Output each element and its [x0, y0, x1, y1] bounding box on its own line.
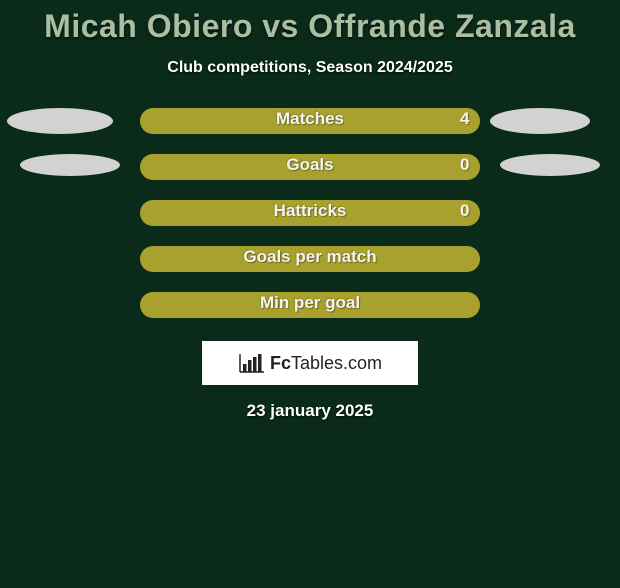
- stats-container: Matches 4 Goals 0 Hattricks 0 Goals per match M…: [0, 105, 620, 335]
- logo-text: FcTables.com: [270, 353, 382, 374]
- stat-row: Goals per match: [0, 243, 620, 289]
- avatar-blob: [490, 108, 590, 134]
- stat-label: Goals: [286, 155, 333, 175]
- stat-value: 4: [460, 109, 469, 129]
- logo-box: FcTables.com: [202, 341, 418, 385]
- barchart-icon: [238, 352, 266, 374]
- logo-brand-bold: Fc: [270, 353, 291, 373]
- stat-row: Min per goal: [0, 289, 620, 335]
- stat-label: Min per goal: [260, 293, 360, 313]
- stat-label: Hattricks: [274, 201, 347, 221]
- stat-row: Matches 4: [0, 105, 620, 151]
- logo-brand-rest: Tables.com: [291, 353, 382, 373]
- stat-row: Goals 0: [0, 151, 620, 197]
- subtitle: Club competitions, Season 2024/2025: [0, 59, 620, 77]
- avatar-blob: [7, 108, 113, 134]
- avatar-blob: [20, 154, 120, 176]
- avatar-blob: [500, 154, 600, 176]
- stat-label: Goals per match: [243, 247, 376, 267]
- page-title: Micah Obiero vs Offrande Zanzala: [0, 8, 620, 45]
- stat-row: Hattricks 0: [0, 197, 620, 243]
- stat-value: 0: [460, 201, 469, 221]
- stat-label: Matches: [276, 109, 344, 129]
- date-text: 23 january 2025: [0, 401, 620, 421]
- stat-value: 0: [460, 155, 469, 175]
